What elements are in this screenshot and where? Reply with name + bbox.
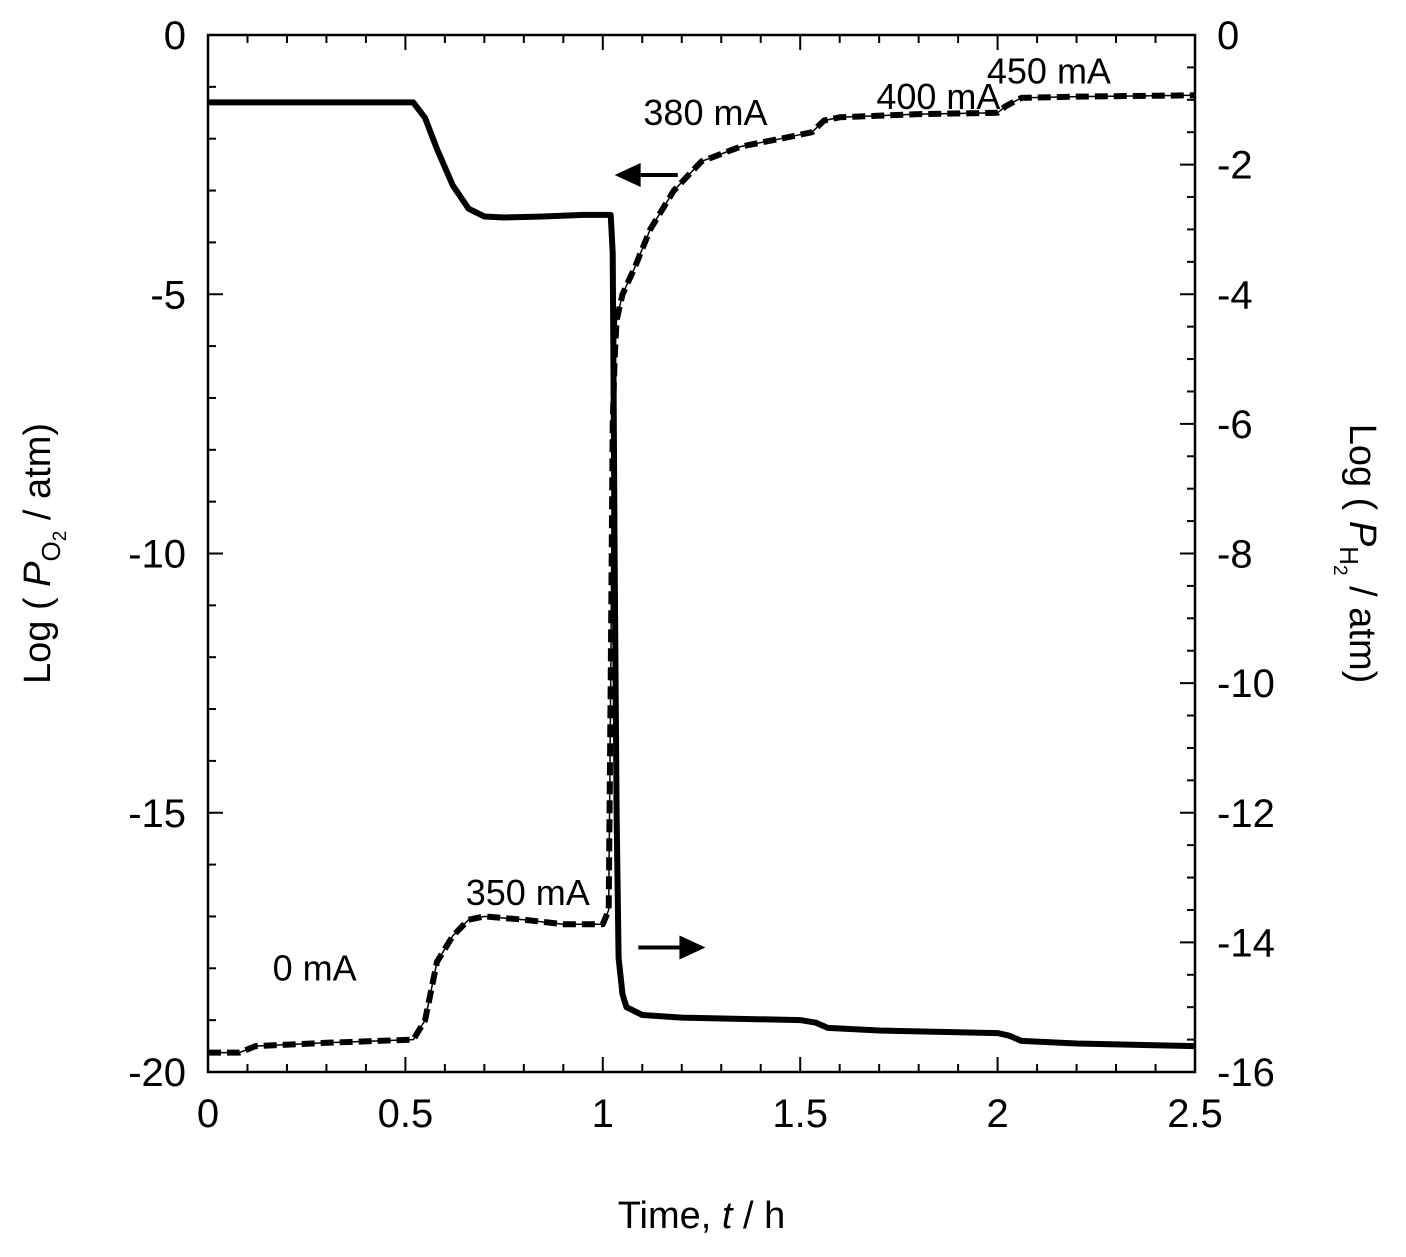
labels-layer: 0 0.5 1 1.5 2 2.50-5-10-15-200-2-4-6-8-10-12-… [17, 14, 1383, 1237]
current-annotation: 450 mA [987, 50, 1111, 91]
x-tick-label: 0 [197, 1092, 219, 1136]
y-left-tick-label: -15 [128, 792, 186, 836]
x-axis-title: Time, t / h [618, 1195, 786, 1237]
y-right-tick-label: -16 [1217, 1051, 1275, 1095]
y-left-tick-label: -5 [150, 273, 186, 317]
y-right-tick-label: -6 [1217, 403, 1253, 447]
y-right-tick-label: -10 [1217, 662, 1275, 706]
y-right-tick-label: -2 [1217, 144, 1253, 188]
series-pH2-thin-line [208, 94, 1196, 1054]
x-tick-label: 2 [986, 1092, 1008, 1136]
series-layer [208, 92, 1196, 1056]
y-right-tick-label: -4 [1217, 273, 1253, 317]
right-arrow-icon [679, 935, 706, 960]
current-annotation: 350 mA [466, 872, 590, 913]
y-left-tick-label: -20 [128, 1051, 186, 1095]
y-right-tick-label: 0 [1217, 14, 1239, 58]
y-right-tick-label: -12 [1217, 792, 1275, 836]
series-pH2-dashed-line [208, 92, 1196, 1056]
ticks-layer [207, 34, 1196, 1073]
y-right-axis-title: Log ( PH2 / atm) [1329, 424, 1383, 684]
current-annotation: 400 mA [876, 76, 1000, 117]
plot-frame [206, 33, 1197, 1074]
x-tick-label: 2.5 [1167, 1092, 1223, 1136]
current-annotation: 0 mA [273, 947, 357, 988]
series-pO2-solid-line [208, 99, 1196, 1050]
y-left-tick-label: -10 [128, 533, 186, 577]
y-left-axis-title: Log ( PO2 / atm) [17, 423, 71, 684]
y-right-tick-label: -14 [1217, 921, 1275, 965]
y-right-tick-label: -8 [1217, 533, 1253, 577]
x-tick-label: 1.5 [772, 1092, 828, 1136]
y-left-tick-label: 0 [164, 14, 186, 58]
left-arrow-icon [614, 162, 641, 187]
x-tick-label: 0.5 [378, 1092, 434, 1136]
current-annotation: 380 mA [643, 92, 767, 133]
x-tick-label: 1 [592, 1092, 614, 1136]
